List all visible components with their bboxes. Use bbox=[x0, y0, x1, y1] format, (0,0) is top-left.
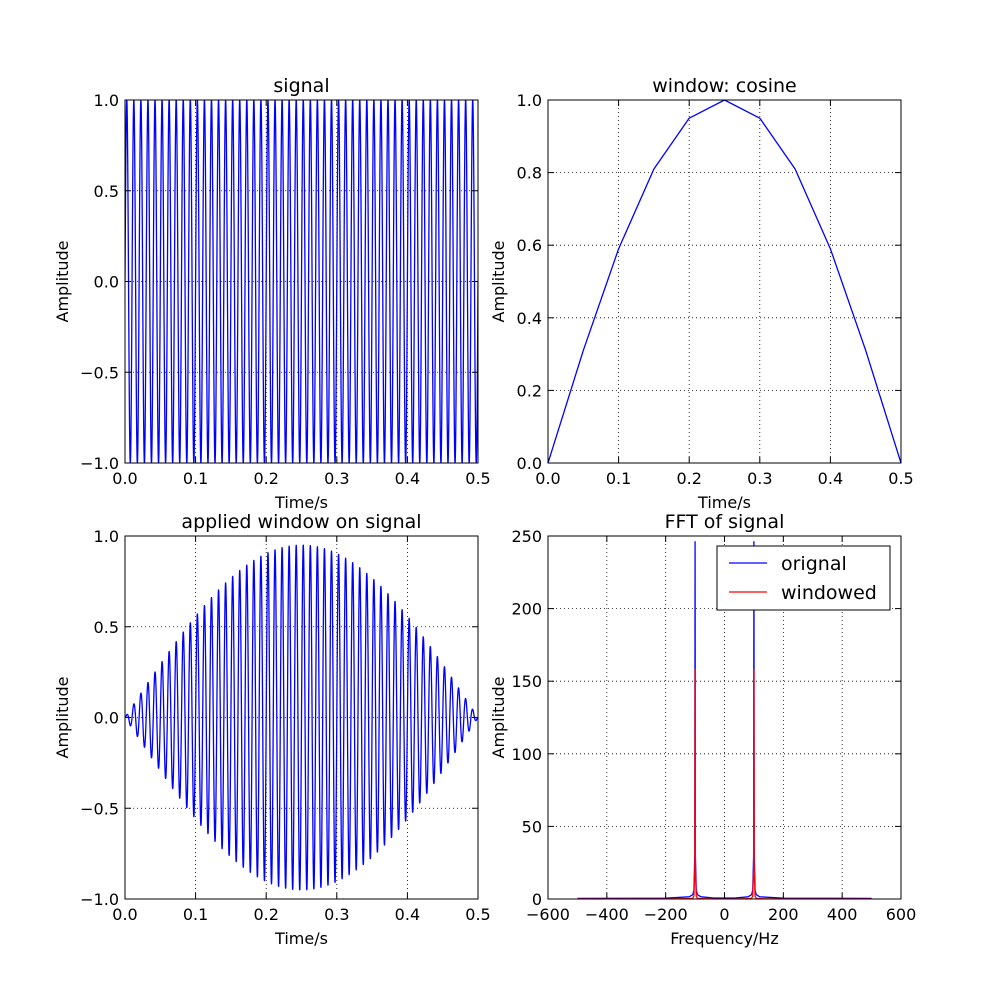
legend-box bbox=[716, 545, 891, 611]
x-tick-label: 0.5 bbox=[465, 905, 490, 924]
y-axis-label: Amplitude bbox=[53, 241, 72, 323]
y-tick-label: 0.6 bbox=[517, 236, 542, 255]
y-tick-label: 1.0 bbox=[94, 91, 119, 110]
x-axis-label: Frequency/Hz bbox=[670, 929, 778, 948]
y-tick-label: −1.0 bbox=[80, 890, 119, 909]
y-tick-label: 50 bbox=[522, 817, 542, 836]
subplot-signal: 0.0 0.1 0.2 0.3 0.4 0.5 −1.0 −0.5 0.0 0.5 1.0 signa… bbox=[53, 75, 491, 512]
y-axis-label: Amplitude bbox=[489, 677, 508, 759]
x-tick-label: 0.2 bbox=[676, 469, 701, 488]
y-tick-label: 0.8 bbox=[517, 164, 542, 183]
x-axis-label: Time/s bbox=[274, 493, 328, 512]
series-line-window bbox=[548, 100, 901, 463]
y-axis-label: Amplitude bbox=[53, 677, 72, 759]
x-tick-label: 0.5 bbox=[888, 469, 913, 488]
chart-title: FFT of signal bbox=[665, 511, 785, 533]
y-tick-label: 0.0 bbox=[94, 273, 119, 292]
y-tick-label: 250 bbox=[511, 527, 542, 546]
legend-label-windowed: windowed bbox=[781, 582, 877, 604]
x-tick-label: 0.1 bbox=[183, 905, 208, 924]
y-tick-label: 1.0 bbox=[517, 91, 542, 110]
chart-title: applied window on signal bbox=[181, 511, 421, 533]
x-tick-label: 0 bbox=[719, 905, 729, 924]
x-tick-label: 0.4 bbox=[818, 469, 843, 488]
subplot-window: 0.0 0.1 0.2 0.3 0.4 0.5 0.0 0.2 0.4 0.6 0.8 1.0 wind… bbox=[489, 75, 914, 512]
y-tick-label: 0.4 bbox=[517, 309, 542, 328]
x-tick-label: 0.1 bbox=[183, 469, 208, 488]
y-tick-label: 0 bbox=[532, 890, 542, 909]
x-tick-label: 600 bbox=[886, 905, 917, 924]
x-tick-label: 0.0 bbox=[535, 469, 560, 488]
x-tick-label: −600 bbox=[526, 905, 570, 924]
x-tick-label: 0.3 bbox=[324, 905, 349, 924]
x-axis-label: Time/s bbox=[697, 493, 751, 512]
plot-area bbox=[548, 100, 901, 463]
axes-frame bbox=[547, 99, 902, 464]
y-tick-label: −0.5 bbox=[80, 799, 119, 818]
legend: orignal windowed bbox=[716, 545, 891, 611]
y-tick-label: 200 bbox=[511, 600, 542, 619]
x-tick-label: 0.3 bbox=[747, 469, 772, 488]
x-axis-label: Time/s bbox=[274, 929, 328, 948]
x-tick-label: 0.2 bbox=[253, 469, 278, 488]
x-tick-label: 0.1 bbox=[606, 469, 631, 488]
y-tick-label: 0.5 bbox=[94, 182, 119, 201]
plot-area bbox=[125, 544, 478, 891]
x-tick-label: 0.3 bbox=[324, 469, 349, 488]
y-axis-label: Amplitude bbox=[489, 241, 508, 323]
x-tick-label: 200 bbox=[768, 905, 799, 924]
y-tick-label: 0.0 bbox=[517, 454, 542, 473]
x-tick-label: −400 bbox=[585, 905, 629, 924]
y-tick-label: −1.0 bbox=[80, 454, 119, 473]
x-tick-label: 0.4 bbox=[395, 905, 420, 924]
x-tick-label: 0.2 bbox=[253, 905, 278, 924]
chart-title: signal bbox=[273, 75, 329, 97]
y-tick-label: 1.0 bbox=[94, 527, 119, 546]
subplot-applied: 0.0 0.1 0.2 0.3 0.4 0.5 −1.0 −0.5 0.0 0.5 1.0 appli… bbox=[53, 511, 491, 948]
legend-label-orignal: orignal bbox=[781, 553, 847, 575]
plot-area bbox=[125, 100, 478, 463]
y-tick-label: 100 bbox=[511, 745, 542, 764]
series-line-applied bbox=[125, 544, 478, 891]
y-tick-label: 150 bbox=[511, 672, 542, 691]
y-tick-label: 0.0 bbox=[94, 709, 119, 728]
y-tick-label: −0.5 bbox=[80, 363, 119, 382]
x-tick-label: 0.0 bbox=[112, 469, 137, 488]
x-tick-label: −200 bbox=[644, 905, 688, 924]
chart-title: window: cosine bbox=[652, 75, 796, 97]
x-tick-label: 0.0 bbox=[112, 905, 137, 924]
x-tick-label: 0.5 bbox=[465, 469, 490, 488]
x-tick-label: 400 bbox=[827, 905, 858, 924]
y-tick-label: 0.2 bbox=[517, 381, 542, 400]
series-line-signal bbox=[125, 100, 478, 463]
y-tick-label: 0.5 bbox=[94, 618, 119, 637]
subplot-fft: −600 −400 −200 0 200 400 600 0 50 100 150 200 250 FFT… bbox=[489, 511, 916, 948]
x-tick-label: 0.4 bbox=[395, 469, 420, 488]
